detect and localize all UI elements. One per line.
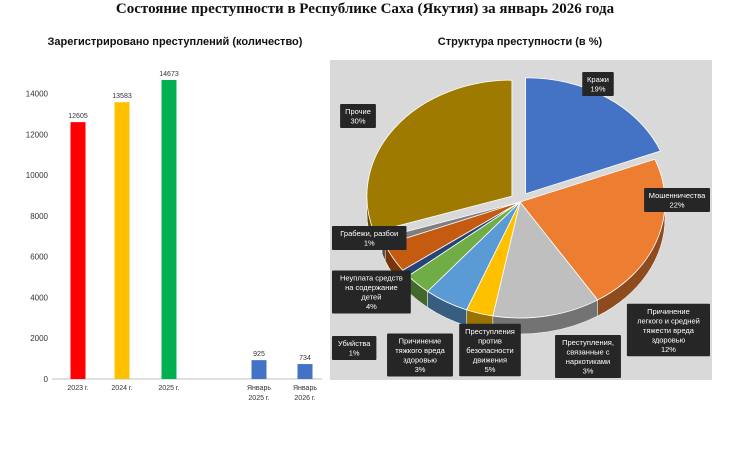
pie-label-text: 19% xyxy=(590,85,605,94)
pie-label-box xyxy=(626,303,710,357)
pie-label-text: 22% xyxy=(670,201,685,210)
bar-value-label: 734 xyxy=(299,355,311,362)
x-tick-label: 2025 г. xyxy=(158,385,179,392)
pie-label-text: 1% xyxy=(349,349,360,358)
pie-label-text: безопасности xyxy=(466,346,513,355)
y-tick-label: 4000 xyxy=(30,293,48,302)
x-tick-label: 2024 г. xyxy=(111,385,132,392)
pie-label-box xyxy=(555,335,621,378)
bar xyxy=(114,102,130,379)
bar-chart-x-labels: 2023 г. 2024 г. 2025 г. Январь 2025 г. Январь… xyxy=(67,385,317,402)
pie-label-text: против xyxy=(478,336,502,345)
pie-label-text: детей xyxy=(361,293,381,302)
bar xyxy=(161,80,177,379)
pie-slice xyxy=(366,79,513,233)
pie-label-box xyxy=(332,336,377,360)
pie-label-text: здоровью xyxy=(403,356,437,365)
x-tick-label: 2023 г. xyxy=(67,385,88,392)
bar xyxy=(297,364,313,379)
pie-label-text: связанные с xyxy=(566,348,609,357)
x-tick-label: Январь xyxy=(247,385,271,392)
pie-label-text: Преступления, xyxy=(562,338,614,347)
x-tick-label: 2026 г. xyxy=(294,395,315,402)
pie-label-text: легкого и средней xyxy=(637,316,700,325)
x-tick-label: Январь xyxy=(293,385,317,392)
pie-label-text: Кражи xyxy=(587,75,609,84)
pie-label-text: тяжкого вреда xyxy=(395,346,445,355)
y-tick-label: 10000 xyxy=(26,171,49,180)
pie-label-text: Убийства xyxy=(338,339,371,348)
bar-value-label: 13583 xyxy=(112,93,132,100)
pie-chart: Кражи19%Мошенничества22%Причинениелегког… xyxy=(330,60,712,380)
pie-label-text: Мошенничества xyxy=(649,191,706,200)
bar xyxy=(70,122,86,379)
bar-chart-bars: 12605 13583 14673 925 734 xyxy=(68,71,313,379)
pie-label-box xyxy=(332,270,411,314)
pie-slice xyxy=(492,201,599,319)
pie-label-text: движения xyxy=(473,355,507,364)
pie-label-box xyxy=(644,188,710,212)
bar-chart-title: Зарегистрировано преступлений (количеств… xyxy=(47,36,303,48)
pie-label-text: Причинение xyxy=(399,337,442,346)
pie-label-box xyxy=(582,72,614,96)
pie-label-text: 1% xyxy=(364,239,375,248)
x-tick-label: 2025 г. xyxy=(248,395,269,402)
pie-label-text: 5% xyxy=(485,365,496,374)
bar-value-label: 12605 xyxy=(68,113,88,120)
y-tick-label: 6000 xyxy=(30,253,48,262)
pie-label-text: Причинение xyxy=(647,307,690,316)
bar-value-label: 14673 xyxy=(159,71,179,78)
pie-label-text: 4% xyxy=(366,302,377,311)
pie-label-text: на содержание xyxy=(345,283,398,292)
pie-chart-title: Структура преступности (в %) xyxy=(437,36,603,48)
pie-chart-labels: Кражи19%Мошенничества22%Причинениелегког… xyxy=(332,72,710,378)
y-tick-label: 0 xyxy=(44,375,49,384)
pie-label-text: 3% xyxy=(583,367,594,376)
pie-label-text: Грабежи, разбои xyxy=(340,229,398,238)
pie-label-text: тяжести вреда xyxy=(643,326,695,335)
y-tick-label: 14000 xyxy=(26,90,49,99)
pie-label-text: Неуплата средств xyxy=(340,274,403,283)
page-title: Состояние преступности в Республике Саха… xyxy=(115,1,615,17)
y-tick-label: 2000 xyxy=(30,334,48,343)
pie-label-text: 12% xyxy=(661,345,676,354)
pie-label-text: Преступления xyxy=(465,327,515,336)
pie-slice xyxy=(519,158,666,301)
pie-label-text: здоровью xyxy=(652,335,686,344)
pie-label-box xyxy=(332,226,407,250)
pie-label-text: Прочие xyxy=(345,107,371,116)
pie-slice xyxy=(525,77,662,195)
bar-chart: 0 2000 4000 6000 8000 10000 12000 14000 12605 13… xyxy=(26,71,322,402)
y-tick-label: 12000 xyxy=(26,130,49,139)
pie-label-text: 3% xyxy=(415,365,426,374)
pie-label-text: наркотиками xyxy=(566,357,610,366)
pie-label-text: 30% xyxy=(350,117,365,126)
bar xyxy=(251,360,267,379)
pie-chart-slices xyxy=(366,77,666,335)
bar-value-label: 925 xyxy=(253,351,265,358)
bar-chart-y-axis: 0 2000 4000 6000 8000 10000 12000 14000 xyxy=(26,90,322,384)
pie-label-box xyxy=(459,323,521,377)
y-tick-label: 8000 xyxy=(30,212,48,221)
pie-label-box xyxy=(387,333,453,377)
pie-label-box xyxy=(340,104,376,128)
